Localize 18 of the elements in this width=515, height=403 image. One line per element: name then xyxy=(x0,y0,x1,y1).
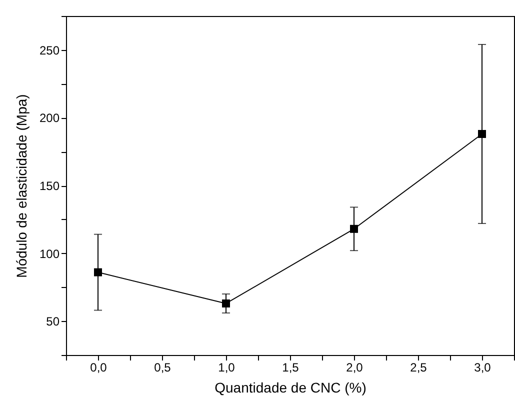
x-tick-label: 0,0 xyxy=(90,360,108,374)
x-tick-label: 1,0 xyxy=(218,360,236,374)
y-tick-label: 100 xyxy=(39,246,60,261)
y-tick-label: 200 xyxy=(39,111,60,126)
y-tick-label: 50 xyxy=(46,314,60,329)
y-tick-label: 250 xyxy=(39,43,60,58)
point xyxy=(350,224,358,233)
x-tick-label: 2,5 xyxy=(410,360,428,374)
point xyxy=(222,299,230,308)
point xyxy=(94,268,102,276)
x-axis-title: Quantidade de CNC (%) xyxy=(214,380,366,396)
x-tick-label: 1,5 xyxy=(282,360,300,374)
point xyxy=(478,130,486,138)
x-tick-label: 2,0 xyxy=(346,360,364,374)
x-tick-label: 3,0 xyxy=(474,360,492,374)
y-tick-label: 150 xyxy=(39,179,60,193)
x-tick-label: 0,5 xyxy=(154,360,172,374)
y-axis-title: Módulo de elasticidade (Mpa) xyxy=(13,94,30,278)
